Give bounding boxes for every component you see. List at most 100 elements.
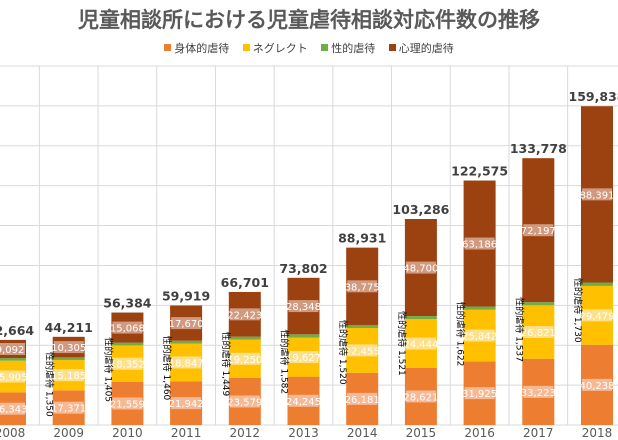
data-label-bg bbox=[405, 337, 436, 350]
total-label: 42,664 bbox=[0, 323, 34, 338]
data-label-bg bbox=[229, 395, 260, 408]
data-label-bg bbox=[288, 300, 319, 313]
data-label-bg bbox=[347, 280, 378, 293]
x-tick-label: 2015 bbox=[406, 426, 437, 440]
data-label-physical: 23,579 bbox=[227, 397, 262, 408]
data-label-physical: 21,559 bbox=[110, 400, 145, 411]
data-label-neglect: 26,821 bbox=[521, 328, 556, 339]
sexual-abuse-label: 性的虐待 1,520 bbox=[337, 320, 349, 385]
data-label-neglect: 15,185 bbox=[51, 371, 86, 382]
data-label-bg bbox=[464, 329, 495, 342]
data-label-bg bbox=[347, 344, 378, 357]
sexual-abuse-label: 性的虐待 1,460 bbox=[161, 336, 173, 401]
legend: 身体的虐待 ネグレクト 性的虐待 心理的虐待 bbox=[0, 40, 618, 56]
bar-sexual bbox=[287, 334, 320, 338]
sexual-abuse-label: 性的虐待 1,622 bbox=[455, 302, 467, 367]
data-label-neglect: 19,627 bbox=[286, 353, 321, 364]
data-label-neglect: 22,455 bbox=[345, 346, 380, 357]
data-label-psychological: 15,068 bbox=[110, 324, 145, 335]
sexual-abuse-label: 性的虐待 1,521 bbox=[396, 311, 408, 376]
data-label-bg bbox=[0, 342, 25, 355]
bar-sexual bbox=[522, 302, 555, 306]
total-label: 103,286 bbox=[392, 202, 449, 217]
sexual-abuse-label: 性的虐待 1,582 bbox=[279, 329, 291, 394]
data-label-physical: 28,621 bbox=[403, 392, 438, 403]
data-label-bg bbox=[112, 397, 143, 410]
data-label-psychological: 88,391 bbox=[580, 190, 615, 201]
data-label-bg bbox=[288, 394, 319, 407]
data-label-bg bbox=[582, 309, 612, 322]
total-label: 56,384 bbox=[103, 296, 152, 311]
x-tick-label: 2011 bbox=[171, 426, 202, 440]
data-label-neglect: 15,905 bbox=[0, 373, 28, 384]
data-label-bg bbox=[112, 321, 143, 334]
sexual-abuse-label: 性的虐待 1,405 bbox=[102, 337, 114, 402]
data-label-bg bbox=[112, 357, 143, 370]
data-label-psychological: 38,775 bbox=[345, 282, 380, 293]
legend-item-physical: 身体的虐待 bbox=[164, 40, 229, 56]
data-label-bg bbox=[53, 369, 84, 382]
data-label-psychological: 22,423 bbox=[227, 310, 262, 321]
data-label-physical: 31,925 bbox=[462, 389, 497, 400]
bar-sexual bbox=[111, 342, 144, 346]
legend-swatch-psychological bbox=[388, 44, 396, 51]
data-label-psychological: 63,186 bbox=[462, 240, 497, 251]
legend-swatch-physical bbox=[164, 44, 172, 51]
data-label-bg bbox=[582, 188, 612, 201]
data-label-bg bbox=[0, 402, 25, 415]
data-label-bg bbox=[0, 370, 25, 383]
sexual-abuse-label: 性的虐待 1,537 bbox=[513, 297, 525, 362]
total-label: 88,931 bbox=[338, 231, 386, 246]
x-axis: 2008 2009 2010 2011 2012 2013 2014 2015 2016 2017… bbox=[0, 426, 612, 440]
bar-sexual bbox=[463, 306, 496, 310]
data-label-neglect: 24,444 bbox=[403, 340, 438, 351]
x-tick-label: 2012 bbox=[230, 426, 261, 440]
data-label-psychological: 28,348 bbox=[286, 302, 321, 313]
data-label-psychological: 10,305 bbox=[51, 343, 86, 354]
data-label-bg bbox=[405, 261, 436, 274]
bar-sexual bbox=[346, 324, 379, 328]
x-tick-label: 2017 bbox=[523, 426, 554, 440]
data-label-physical: 17,371 bbox=[51, 404, 86, 415]
bar-sexual bbox=[581, 282, 613, 286]
legend-swatch-sexual bbox=[321, 44, 329, 51]
sexual-abuse-label: 性的虐待 1,449 bbox=[220, 332, 232, 397]
data-label-physical: 21,942 bbox=[169, 399, 204, 410]
x-tick-label: 2014 bbox=[347, 426, 378, 440]
data-label-neglect: 18,847 bbox=[169, 358, 204, 369]
legend-label-sexual: 性的虐待 bbox=[331, 42, 376, 55]
chart-title: 児童相談所における児童虐待相談対応件数の推移 bbox=[78, 8, 540, 32]
total-label: 59,919 bbox=[162, 288, 210, 303]
data-label-bg bbox=[53, 341, 84, 354]
bar-sexual bbox=[52, 357, 85, 361]
x-tick-label: 2018 bbox=[582, 426, 613, 440]
data-label-physical: 24,245 bbox=[286, 397, 321, 408]
data-label-bg bbox=[523, 224, 554, 237]
legend-swatch-neglect bbox=[242, 44, 250, 51]
data-label-bg bbox=[347, 392, 378, 405]
data-label-bg bbox=[582, 378, 612, 391]
sexual-abuse-label: 性的虐待 1,350 bbox=[44, 352, 56, 417]
data-label-psychological: 9,092 bbox=[0, 345, 24, 356]
data-label-physical: 16,343 bbox=[0, 405, 28, 416]
data-label-bg bbox=[405, 390, 436, 403]
legend-item-neglect: ネグレクト bbox=[242, 40, 308, 56]
data-label-physical: 40,238 bbox=[580, 381, 615, 392]
bar-sexual bbox=[404, 316, 437, 320]
legend-label-neglect: ネグレクト bbox=[252, 42, 308, 55]
data-label-neglect: 19,250 bbox=[227, 355, 262, 366]
data-label-physical: 33,223 bbox=[521, 388, 556, 399]
legend-label-physical: 身体的虐待 bbox=[174, 42, 230, 55]
data-label-neglect: 25,842 bbox=[462, 332, 497, 343]
data-labels: 16,343 15,905 9,092 42,664 17,371 15,185 10,30… bbox=[0, 89, 618, 417]
x-tick-label: 2009 bbox=[53, 426, 84, 440]
data-label-bg bbox=[523, 385, 554, 398]
total-label: 122,575 bbox=[451, 164, 508, 179]
data-label-bg bbox=[229, 352, 260, 365]
x-tick-label: 2010 bbox=[112, 426, 143, 440]
bar-sexual bbox=[228, 336, 261, 340]
total-label: 133,778 bbox=[510, 141, 567, 156]
legend-item-sexual: 性的虐待 bbox=[321, 40, 375, 56]
sexual-abuse-label: 性的虐待 1,730 bbox=[572, 278, 584, 343]
